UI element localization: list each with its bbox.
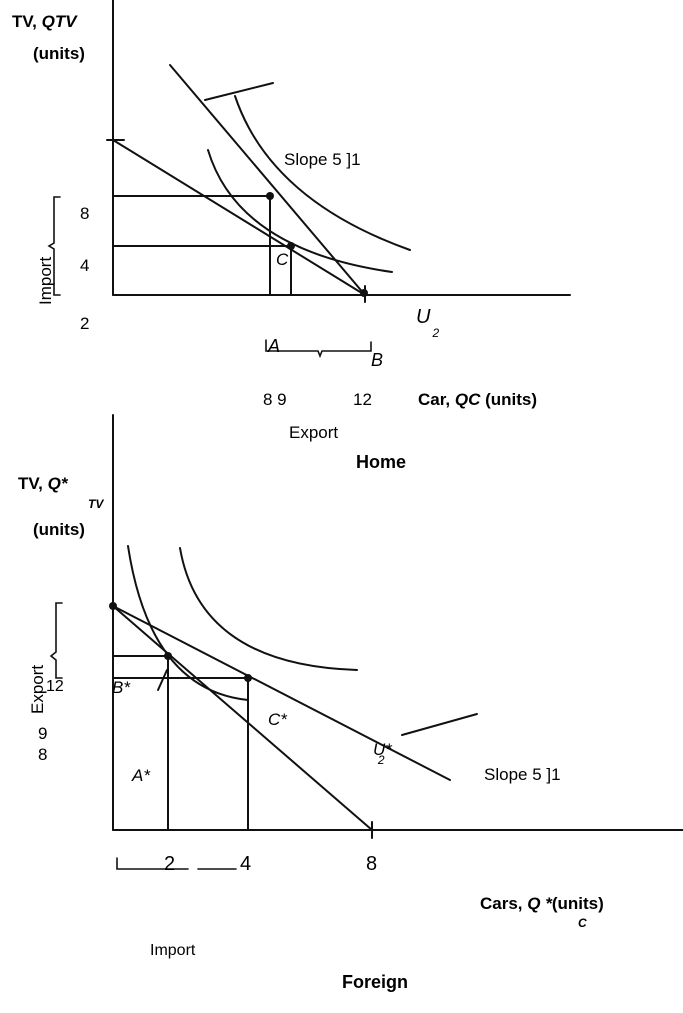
- home-export-label: Export: [289, 423, 339, 442]
- foreign-y-axis-label-subscript: TV: [88, 497, 104, 511]
- home-y-tick-8: 8: [80, 204, 90, 223]
- foreign-price-line: [112, 605, 451, 781]
- home-tangent-line: [169, 64, 366, 296]
- home-point-a-label: A: [268, 336, 281, 356]
- home-y-axis-label-prefix: TV,: [12, 12, 42, 31]
- home-indifference-curve-outer: [234, 95, 411, 251]
- home-arrow-dash: [204, 82, 274, 101]
- foreign-arrow-dash: [401, 713, 478, 736]
- home-import-brace: [47, 196, 61, 296]
- foreign-y-tick-8: 8: [38, 745, 48, 764]
- foreign-point-c: [244, 674, 252, 682]
- home-x-axis-label-variable: QC: [454, 390, 481, 409]
- home-x-axis-label-prefix: Car,: [418, 390, 455, 409]
- home-curve-u2-label: U2: [416, 306, 439, 340]
- home-x-ticks-8-9: 8 9: [263, 390, 287, 409]
- home-point-c-label: C: [276, 250, 289, 269]
- foreign-export-brace: [49, 602, 63, 679]
- home-point-c: [287, 242, 295, 250]
- foreign-x-axis-label: Cars, Q *(units): [480, 894, 604, 914]
- foreign-x-tick-4: 4: [240, 853, 252, 875]
- home-y-axis-units: (units): [33, 44, 85, 63]
- foreign-x-axis-label-units: (units): [551, 894, 604, 913]
- home-slope-label: Slope 5 ]1: [284, 150, 361, 169]
- foreign-x-axis-label-variable: Q *: [527, 894, 552, 913]
- foreign-y-axis-label-prefix: TV,: [18, 474, 48, 493]
- foreign-x-tick-8-label: 8: [366, 853, 378, 875]
- foreign-b-pointer: [157, 669, 168, 691]
- home-point-b: [360, 289, 368, 297]
- home-x-axis-label-units: (units): [480, 390, 538, 409]
- foreign-y-axis-units: (units): [33, 520, 85, 539]
- foreign-x-axis-label-subscript: C: [578, 916, 587, 930]
- home-x-tick-12-label: 12: [353, 390, 372, 409]
- foreign-curve-u2-subscript: 2: [377, 753, 385, 767]
- foreign-title: Foreign: [342, 972, 408, 992]
- foreign-indifference-curve-outer: [179, 547, 358, 671]
- foreign-point-c-label: C*: [268, 710, 287, 729]
- home-y-axis-label-variable: QTV: [41, 12, 77, 31]
- foreign-y-axis-label-variable: Q*: [47, 474, 68, 493]
- home-curve-u2-subscript: 2: [432, 326, 440, 340]
- home-point-b-label: B: [371, 350, 384, 370]
- foreign-y-tick-12: 12: [46, 678, 64, 695]
- foreign-curve-u2-label: U*2: [373, 740, 399, 767]
- home-y-tick-2: 2: [80, 314, 90, 333]
- foreign-import-brace: [116, 857, 189, 870]
- foreign-y-axis-label: TV, Q*: [18, 474, 67, 494]
- foreign-slope-label: Slope 5 ]1: [484, 765, 561, 784]
- home-point-production: [266, 192, 274, 200]
- home-y-tick-4: 4: [80, 256, 90, 275]
- home-export-brace: [265, 339, 372, 359]
- home-curve-u2-letter: U: [416, 306, 431, 328]
- home-y-axis-label: TV, QTV: [12, 12, 77, 32]
- foreign-point-b: [164, 652, 172, 660]
- home-title: Home: [356, 452, 407, 472]
- home-import-label: Import: [36, 256, 55, 305]
- foreign-tangent-line: [112, 605, 373, 831]
- foreign-point-b-label: B*: [112, 678, 130, 697]
- foreign-y-tick-9: 9: [38, 724, 48, 743]
- foreign-point-a-label: A*: [132, 766, 150, 785]
- foreign-import-label: Import: [150, 942, 196, 959]
- home-indifference-curve-inner: [207, 149, 393, 273]
- home-x-axis-label: Car, QC (units): [418, 390, 537, 410]
- foreign-x-tick-2: 2: [164, 853, 176, 875]
- foreign-curve-u2-letter: U*: [373, 740, 392, 759]
- foreign-export-label: Export: [28, 664, 47, 714]
- home-price-line: [112, 139, 366, 296]
- foreign-x-axis-label-prefix: Cars,: [480, 894, 528, 913]
- foreign-point-intercept: [109, 602, 117, 610]
